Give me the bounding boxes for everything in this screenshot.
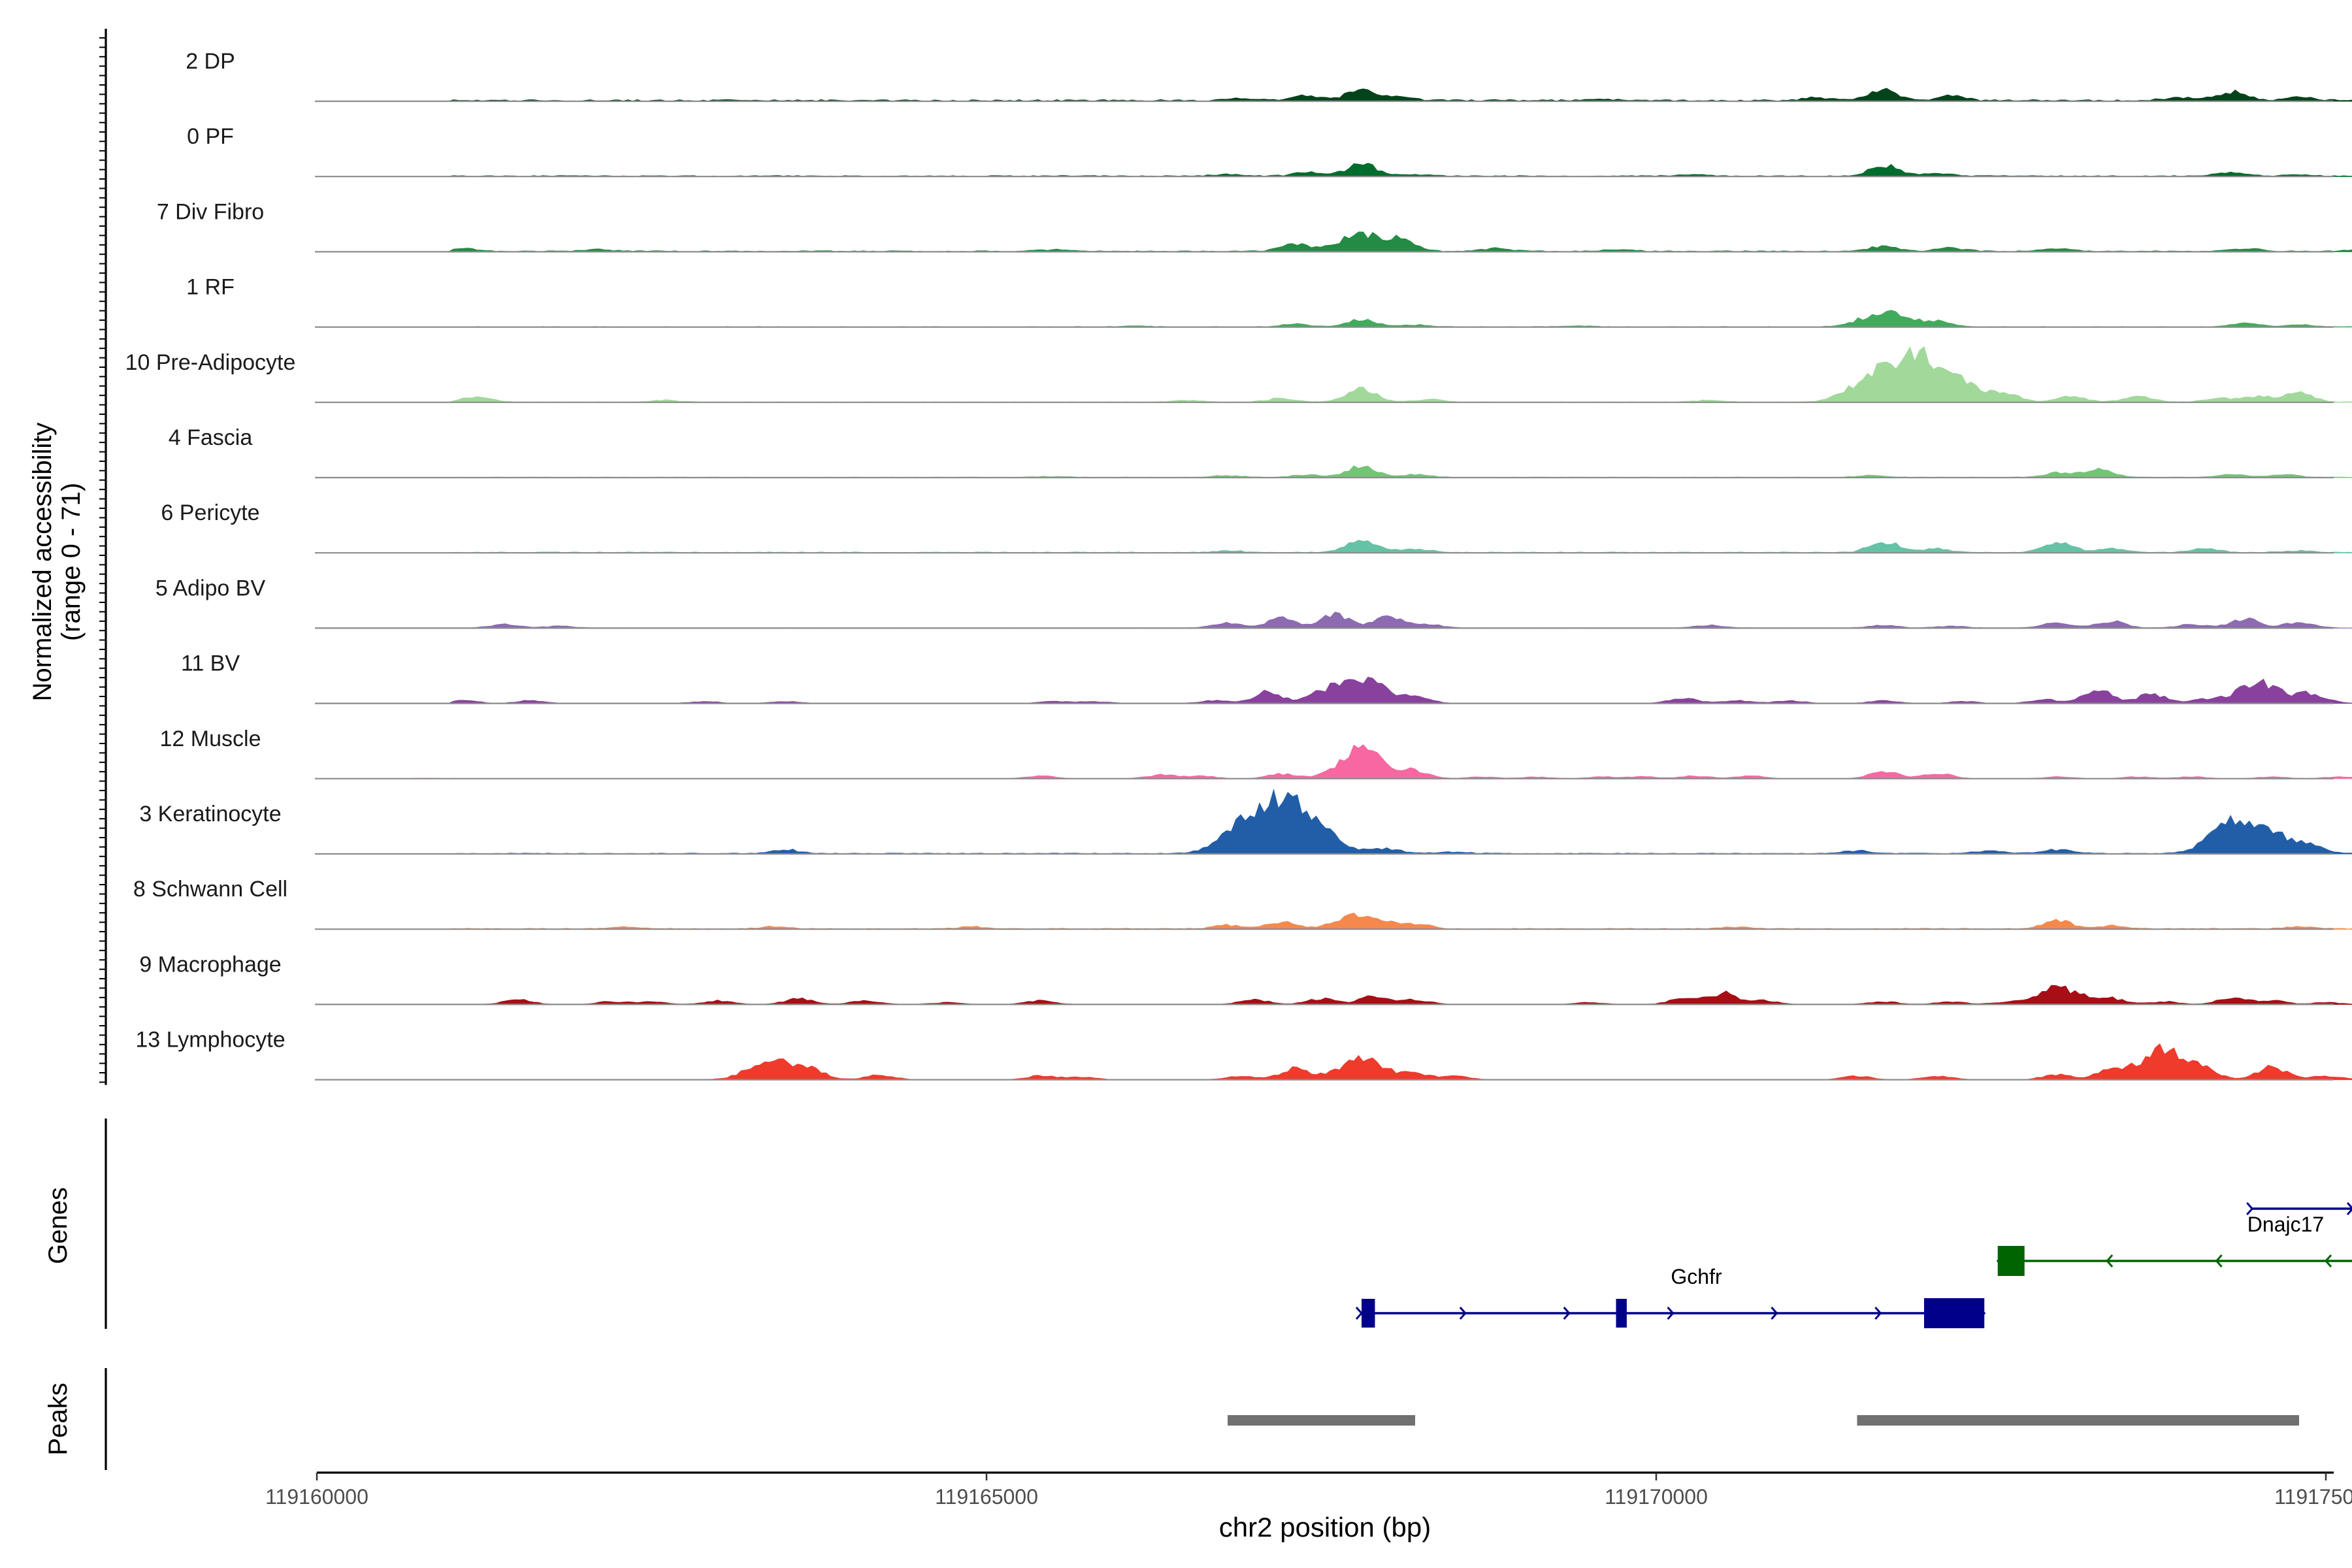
x-tick-label: 119175000 [2274, 1485, 2352, 1509]
gene-model-gchfr: Gchfr [1355, 1265, 1986, 1328]
x-tick-label: 119160000 [265, 1485, 368, 1509]
strand-arrow [2324, 1254, 2332, 1267]
x-axis: chr2 position (bp) 119160000 119165000 119… [265, 1471, 2352, 1543]
track-14: 13 Lymphocyte [135, 1028, 2352, 1081]
track-label: 8 Schwann Cell [133, 877, 287, 902]
track-label: 12 Muscle [160, 727, 261, 751]
track-10: 12 Muscle [160, 727, 2352, 779]
track-2: 0 PF [187, 124, 2352, 178]
track-3: 7 Div Fibro [157, 199, 2352, 253]
strand-arrow [2346, 1202, 2352, 1215]
strand-arrow [1771, 1307, 1778, 1320]
exon-block [1924, 1298, 1985, 1328]
gene-model-gm14137: Gm14137 [2246, 1202, 2352, 1215]
exon-block [1362, 1299, 1375, 1328]
track-6: 4 Fascia [169, 425, 2352, 479]
track-13: 9 Macrophage [139, 952, 2352, 1005]
strand-arrow [2215, 1254, 2223, 1267]
track-label: 2 DP [186, 49, 235, 74]
x-tick-label: 119170000 [1605, 1485, 1708, 1509]
strand-arrow [2246, 1202, 2254, 1215]
track-label: 6 Pericyte [161, 500, 259, 525]
track-label: 1 RF [186, 275, 235, 300]
track-label: 4 Fascia [169, 425, 253, 450]
track-7: 6 Pericyte [161, 500, 2352, 554]
strand-arrow [1667, 1307, 1674, 1320]
track-1: 2 DP [186, 49, 2352, 103]
genes-panel: Genes Gm14137Dnajc17 Gchfr [44, 1119, 2352, 1329]
peaks-panel-label: Peaks [44, 1382, 73, 1455]
track-label: 7 Div Fibro [157, 199, 264, 224]
gene-name-label: Gchfr [1671, 1265, 1722, 1288]
track-label: 13 Lymphocyte [135, 1028, 285, 1053]
track-label: 5 Adipo BV [155, 576, 266, 600]
track-label: 11 BV [181, 651, 240, 676]
strand-arrow [1563, 1307, 1571, 1320]
track-11: 3 Keratinocyte [139, 788, 2352, 855]
track-8: 5 Adipo BV [155, 576, 2352, 629]
track-label: 0 PF [187, 124, 234, 149]
track-label: 3 Keratinocyte [139, 802, 281, 826]
gene-model-dnajc17: Dnajc17 [1996, 1213, 2352, 1276]
track-signal-area [316, 88, 2352, 102]
x-tick-label: 119165000 [935, 1485, 1038, 1509]
peak-region-bar [1857, 1415, 2299, 1426]
y-axis-range-label: (range 0 - 71) [57, 483, 86, 641]
strand-arrow [1459, 1307, 1467, 1320]
exon-block [1616, 1299, 1627, 1328]
exon-block [1997, 1246, 2025, 1276]
track-4: 1 RF [186, 275, 2352, 328]
y-axis-title: Normalized accessibility [28, 423, 57, 702]
track-9: 11 BV [181, 651, 2352, 704]
track-label: 10 Pre-Adipocyte [125, 350, 296, 375]
gene-name-label: Dnajc17 [2247, 1213, 2324, 1236]
track-12: 8 Schwann Cell [133, 877, 2352, 930]
track-label: 9 Macrophage [139, 952, 281, 977]
genes-panel-label: Genes [44, 1187, 73, 1264]
x-axis-title: chr2 position (bp) [1219, 1512, 1431, 1543]
accessibility-y-axis: Normalized accessibility (range 0 - 71) [28, 29, 107, 1085]
strand-arrow [2106, 1254, 2114, 1267]
track-5: 10 Pre-Adipocyte [125, 346, 2352, 403]
peaks-panel: Peaks [44, 1368, 2299, 1470]
peak-region-bar [1228, 1415, 1415, 1426]
strand-arrow [1874, 1307, 1882, 1320]
accessibility-tracks: 2 DP 0 PF 7 Div Fibro 1 RF 10 Pre-Adipocyte 4… [125, 49, 2352, 1081]
